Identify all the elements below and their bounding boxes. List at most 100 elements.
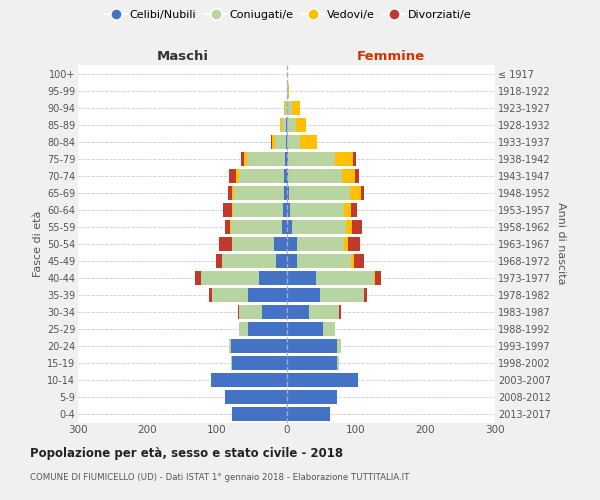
Bar xyxy=(287,356,337,370)
Bar xyxy=(232,237,274,250)
Bar xyxy=(288,84,289,98)
Bar xyxy=(231,339,287,353)
Text: Femmine: Femmine xyxy=(356,50,425,64)
Bar xyxy=(335,152,353,166)
Bar xyxy=(239,305,262,319)
Bar xyxy=(352,220,362,234)
Bar xyxy=(284,168,287,182)
Bar xyxy=(233,186,284,200)
Bar xyxy=(287,220,292,234)
Bar xyxy=(232,202,233,216)
Bar xyxy=(287,271,316,285)
Bar xyxy=(232,407,287,421)
Text: Popolazione per età, sesso e stato civile - 2018: Popolazione per età, sesso e stato civil… xyxy=(30,448,343,460)
Bar xyxy=(287,390,337,404)
Y-axis label: Fasce di età: Fasce di età xyxy=(32,210,43,277)
Bar xyxy=(296,118,306,132)
Legend: Celibi/Nubili, Coniugati/e, Vedovi/e, Divorziati/e: Celibi/Nubili, Coniugati/e, Vedovi/e, Di… xyxy=(100,6,476,25)
Bar xyxy=(355,168,359,182)
Bar xyxy=(287,373,358,387)
Bar xyxy=(232,356,287,370)
Bar xyxy=(212,288,248,302)
Bar xyxy=(376,271,381,285)
Bar xyxy=(223,202,232,216)
Bar xyxy=(262,305,287,319)
Bar xyxy=(289,186,350,200)
Bar xyxy=(244,152,247,166)
Bar xyxy=(248,322,287,336)
Bar xyxy=(287,407,330,421)
Bar xyxy=(290,202,344,216)
Text: COMUNE DI FIUMICELLO (UD) - Dati ISTAT 1° gennaio 2018 - Elaborazione TUTTITALIA: COMUNE DI FIUMICELLO (UD) - Dati ISTAT 1… xyxy=(30,472,409,482)
Bar xyxy=(287,84,288,98)
Bar xyxy=(287,168,288,182)
Bar xyxy=(201,271,259,285)
Bar xyxy=(287,237,297,250)
Bar xyxy=(297,237,344,250)
Bar xyxy=(283,118,286,132)
Bar xyxy=(300,134,317,148)
Bar xyxy=(230,220,231,234)
Y-axis label: Anni di nascita: Anni di nascita xyxy=(556,202,566,285)
Bar xyxy=(354,254,364,268)
Text: Maschi: Maschi xyxy=(156,50,208,64)
Bar xyxy=(239,168,284,182)
Bar xyxy=(224,220,230,234)
Bar xyxy=(361,186,364,200)
Bar xyxy=(287,202,290,216)
Bar xyxy=(340,305,341,319)
Bar xyxy=(310,305,340,319)
Bar xyxy=(287,100,292,114)
Bar xyxy=(297,254,351,268)
Bar xyxy=(275,134,286,148)
Bar xyxy=(248,288,287,302)
Bar xyxy=(286,134,287,148)
Bar xyxy=(196,271,201,285)
Bar xyxy=(286,118,287,132)
Bar xyxy=(229,339,231,353)
Bar xyxy=(364,288,367,302)
Bar xyxy=(284,186,287,200)
Bar xyxy=(238,305,239,319)
Bar xyxy=(226,390,287,404)
Bar xyxy=(233,202,283,216)
Bar xyxy=(276,254,287,268)
Bar xyxy=(287,134,300,148)
Bar xyxy=(287,254,297,268)
Bar xyxy=(232,186,233,200)
Bar xyxy=(344,237,347,250)
Bar xyxy=(287,152,288,166)
Bar xyxy=(287,305,310,319)
Bar xyxy=(323,322,335,336)
Bar xyxy=(219,237,232,250)
Bar xyxy=(217,254,222,268)
Bar xyxy=(337,339,341,353)
Bar xyxy=(228,186,232,200)
Bar xyxy=(285,152,287,166)
Bar xyxy=(287,288,320,302)
Bar xyxy=(287,339,337,353)
Bar xyxy=(285,100,287,114)
Bar xyxy=(288,168,342,182)
Bar xyxy=(247,152,285,166)
Bar xyxy=(287,186,289,200)
Bar xyxy=(350,186,361,200)
Bar xyxy=(347,237,360,250)
Bar xyxy=(342,168,355,182)
Bar xyxy=(353,152,356,166)
Bar xyxy=(283,202,287,216)
Bar xyxy=(229,168,236,182)
Bar xyxy=(288,152,335,166)
Bar xyxy=(320,288,364,302)
Bar xyxy=(259,271,287,285)
Bar xyxy=(222,254,276,268)
Bar xyxy=(211,373,287,387)
Bar xyxy=(281,220,287,234)
Bar xyxy=(280,118,283,132)
Bar xyxy=(287,322,323,336)
Bar xyxy=(284,100,285,114)
Bar xyxy=(231,356,232,370)
Bar xyxy=(316,271,374,285)
Bar xyxy=(209,288,212,302)
Bar xyxy=(337,356,338,370)
